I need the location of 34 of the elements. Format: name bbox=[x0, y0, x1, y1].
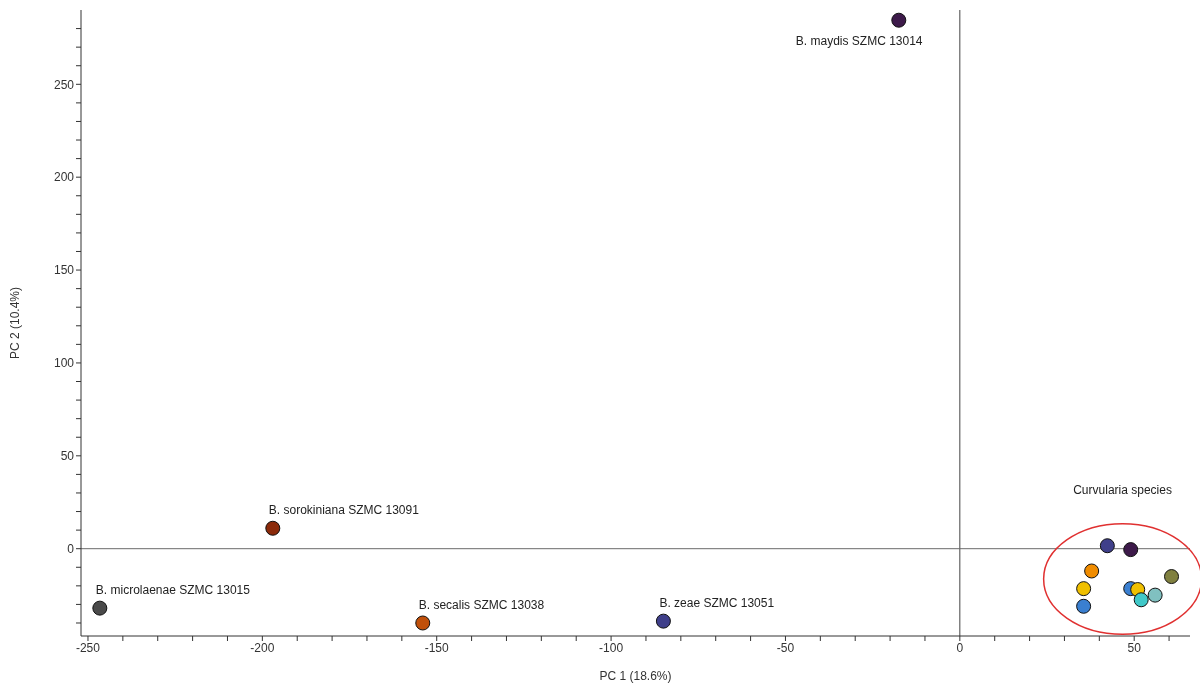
point bbox=[1099, 538, 1115, 554]
y-tick-label: 100 bbox=[53, 356, 75, 371]
point bbox=[891, 12, 907, 28]
x-tick-label: -150 bbox=[424, 640, 450, 655]
x-tick-label: -100 bbox=[599, 640, 624, 655]
annotation: B. maydis SZMC 13014 bbox=[795, 34, 923, 49]
y-tick-label: 150 bbox=[53, 263, 75, 278]
x-axis-title: PC 1 (18.6%) bbox=[599, 669, 672, 683]
point bbox=[655, 613, 671, 629]
annotation: Curvularia species bbox=[1073, 482, 1172, 497]
point bbox=[1147, 587, 1163, 603]
point bbox=[1164, 569, 1180, 585]
y-axis-title: PC 2 (10.4%) bbox=[8, 286, 23, 360]
y-tick-label: 0 bbox=[67, 541, 75, 556]
y-tick-label: 50 bbox=[60, 449, 75, 464]
annotation: B. secalis SZMC 13038 bbox=[418, 598, 545, 612]
point bbox=[1123, 542, 1139, 558]
y-tick-label: 250 bbox=[53, 77, 75, 92]
point bbox=[1084, 563, 1100, 579]
point bbox=[92, 600, 108, 616]
point bbox=[1076, 581, 1092, 597]
point bbox=[1133, 592, 1149, 608]
y-tick-label: 200 bbox=[53, 170, 75, 185]
point bbox=[415, 615, 431, 631]
annotation: B. sorokiniana SZMC 13091 bbox=[268, 503, 420, 518]
point bbox=[265, 520, 281, 536]
x-tick-label: 0 bbox=[956, 640, 964, 655]
annotation: B. zeae SZMC 13051 bbox=[659, 596, 775, 611]
annotation: B. microlaenae SZMC 13015 bbox=[95, 583, 251, 598]
x-tick-label: -250 bbox=[75, 640, 101, 655]
x-tick-label: -50 bbox=[776, 640, 795, 655]
x-tick-label: 50 bbox=[1127, 640, 1142, 655]
point bbox=[1076, 598, 1092, 614]
x-tick-label: -200 bbox=[250, 640, 275, 655]
